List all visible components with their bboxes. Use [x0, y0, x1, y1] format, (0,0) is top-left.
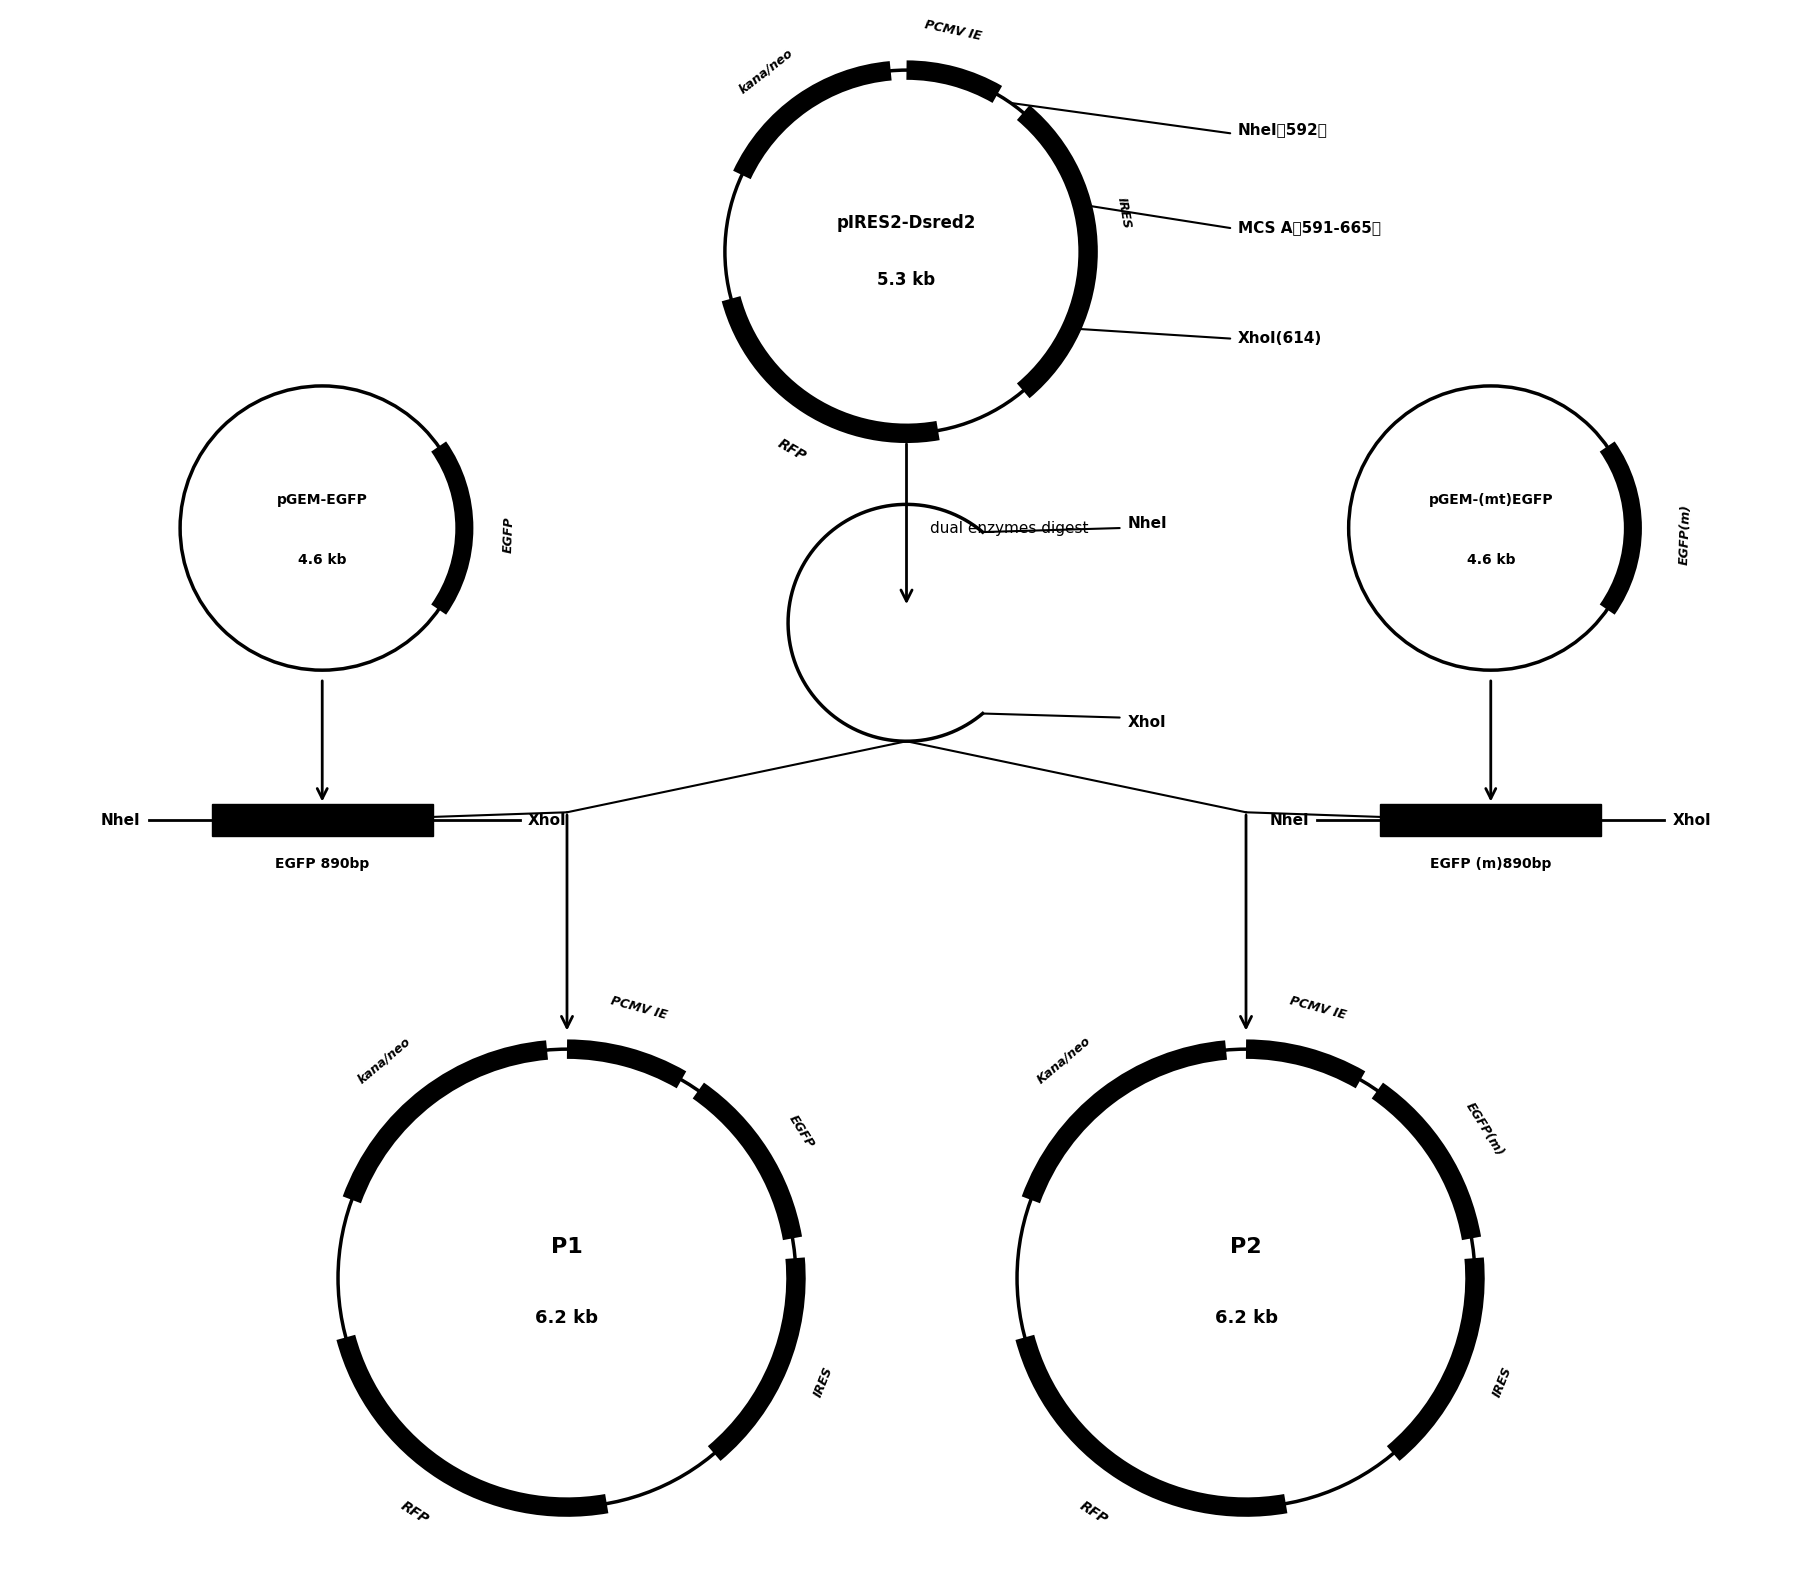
Text: 4.6 kb: 4.6 kb [1467, 553, 1516, 567]
Text: EGFP: EGFP [502, 516, 515, 553]
Text: 5.3 kb: 5.3 kb [877, 271, 936, 290]
Text: kana/neo: kana/neo [736, 46, 794, 96]
Text: IRES: IRES [1490, 1365, 1514, 1399]
Text: EGFP: EGFP [787, 1114, 816, 1150]
Text: PCMV IE: PCMV IE [609, 994, 669, 1023]
Text: pGEM-(mt)EGFP: pGEM-(mt)EGFP [1429, 492, 1554, 507]
Text: XhoI: XhoI [528, 812, 566, 828]
Text: IRES: IRES [810, 1365, 836, 1399]
Text: NheI: NheI [1128, 516, 1168, 530]
Text: 6.2 kb: 6.2 kb [535, 1308, 598, 1327]
Text: EGFP(m): EGFP(m) [1677, 503, 1693, 566]
Bar [212, 804, 433, 836]
Text: EGFP 890bp: EGFP 890bp [276, 857, 370, 870]
Text: PCMV IE: PCMV IE [1289, 994, 1349, 1023]
Text: pIRES2-Dsred2: pIRES2-Dsred2 [838, 215, 975, 233]
Text: EGFP(m): EGFP(m) [1463, 1099, 1507, 1158]
Text: RFP: RFP [399, 1499, 431, 1526]
Text: Kana/neo: Kana/neo [1033, 1034, 1093, 1086]
Text: RFP: RFP [776, 436, 809, 464]
Text: NheI: NheI [1269, 812, 1309, 828]
Text: NheI: NheI [102, 812, 141, 828]
Text: IRES: IRES [1115, 196, 1133, 229]
Text: kana/neo: kana/neo [355, 1034, 413, 1086]
Text: P2: P2 [1231, 1236, 1262, 1257]
Text: XhoI(614): XhoI(614) [1238, 331, 1322, 346]
Text: RFP: RFP [1077, 1499, 1110, 1526]
Text: NheI（592）: NheI（592） [1238, 123, 1327, 137]
Text: PCMV IE: PCMV IE [925, 19, 983, 43]
Bar [1380, 804, 1601, 836]
Text: EGFP (m)890bp: EGFP (m)890bp [1430, 857, 1552, 870]
Text: 6.2 kb: 6.2 kb [1215, 1308, 1278, 1327]
Text: P1: P1 [551, 1236, 582, 1257]
Text: dual enzymes digest: dual enzymes digest [930, 521, 1088, 535]
Text: pGEM-EGFP: pGEM-EGFP [277, 492, 368, 507]
Text: 4.6 kb: 4.6 kb [297, 553, 346, 567]
Text: XhoI: XhoI [1128, 715, 1166, 730]
Text: MCS A（591-665）: MCS A（591-665） [1238, 220, 1382, 236]
Text: XhoI: XhoI [1672, 812, 1711, 828]
